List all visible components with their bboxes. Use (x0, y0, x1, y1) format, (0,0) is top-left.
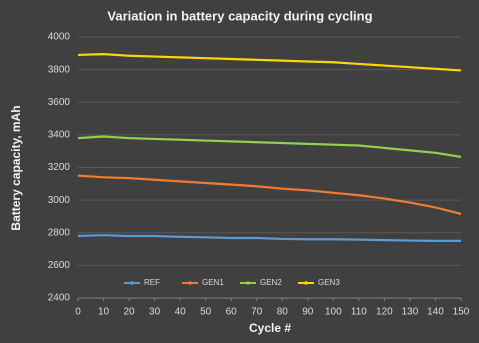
legend-label: REF (144, 278, 160, 287)
x-tick-label: 130 (402, 307, 419, 318)
legend-marker (304, 281, 308, 285)
legend-marker (246, 281, 250, 285)
y-axis-title: Battery capacity, mAh (9, 105, 23, 230)
legend-label: GEN3 (318, 278, 340, 287)
x-tick-label: 120 (376, 307, 393, 318)
x-axis-title: Cycle # (249, 321, 291, 335)
x-tick-label: 10 (98, 307, 110, 318)
x-tick-label: 0 (75, 307, 81, 318)
series-line (77, 174, 462, 216)
x-tick-label: 140 (427, 307, 444, 318)
x-tick-label: 40 (175, 307, 187, 318)
y-tick-label: 2800 (48, 227, 71, 238)
legend-marker (188, 281, 192, 285)
x-tick-label: 30 (149, 307, 161, 318)
x-tick-label: 110 (351, 307, 367, 318)
y-tick-label: 3800 (48, 64, 71, 75)
x-tick-label: 90 (302, 307, 314, 318)
x-tick-label: 80 (277, 307, 289, 318)
legend-label: GEN2 (260, 278, 282, 287)
y-tick-label: 3600 (48, 97, 71, 108)
x-tick-label: 60 (226, 307, 238, 318)
y-tick-label: 3400 (48, 130, 71, 141)
legend-label: GEN1 (202, 278, 224, 287)
x-tick-label: 20 (124, 307, 136, 318)
y-tick-label: 2400 (48, 293, 71, 304)
series-line (77, 135, 462, 158)
x-tick-label: 50 (200, 307, 212, 318)
series-line (77, 234, 461, 243)
x-tick-label: 100 (325, 307, 342, 318)
y-tick-label: 4000 (48, 32, 71, 43)
series-line (77, 53, 462, 72)
x-tick-label: 70 (251, 307, 263, 318)
legend-marker (130, 281, 134, 285)
y-tick-label: 2600 (48, 260, 71, 271)
chart-title: Variation in battery capacity during cyc… (107, 8, 372, 23)
y-tick-label: 3000 (48, 195, 71, 206)
x-tick-label: 150 (453, 307, 470, 318)
y-tick-label: 3200 (48, 162, 71, 173)
